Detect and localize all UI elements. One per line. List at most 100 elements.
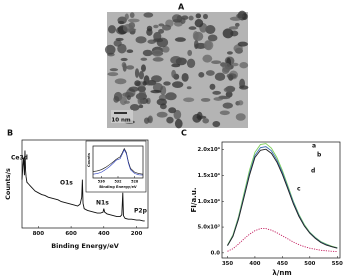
particle (192, 31, 199, 41)
particle (152, 57, 164, 62)
data-line (21, 150, 145, 222)
panel-label: B (7, 129, 13, 138)
particle (171, 14, 182, 23)
particle (142, 49, 153, 57)
particle (198, 71, 205, 78)
particle (147, 39, 156, 44)
peak-annotation: N1s (96, 200, 109, 207)
x-tick-label: 400 (98, 231, 110, 237)
particle (171, 63, 181, 68)
x-tick-label: 500 (304, 261, 315, 267)
particle (235, 113, 246, 121)
particle (230, 30, 239, 37)
particle (138, 90, 146, 99)
inset-frame (85, 140, 147, 193)
particle (126, 28, 137, 32)
particle (188, 26, 197, 30)
particle (143, 12, 154, 18)
particle (234, 22, 240, 27)
particle (212, 120, 221, 128)
x-tick-label: 200 (131, 231, 143, 237)
particle (128, 86, 139, 92)
x-tick-label: 536 (98, 179, 106, 183)
particle (239, 78, 246, 89)
data-line (227, 228, 338, 253)
particle (163, 81, 171, 86)
particle (172, 81, 184, 88)
particle (126, 95, 131, 101)
particle (237, 41, 248, 47)
series-label: b (317, 152, 322, 159)
peak-annotation: Ce3d (11, 155, 28, 162)
particle (135, 36, 147, 44)
particle (107, 25, 116, 34)
y-tick-label: 0.0 (211, 250, 221, 256)
particle (174, 118, 183, 129)
particle (180, 17, 186, 24)
particle (142, 80, 147, 86)
particle (173, 109, 182, 120)
particle (122, 92, 134, 98)
x-tick-label: 800 (33, 231, 45, 237)
particle (233, 44, 243, 53)
particle (120, 57, 128, 62)
particle (156, 111, 168, 118)
particle (209, 83, 216, 90)
particle (168, 107, 177, 114)
particle (187, 49, 193, 57)
plot-frame (221, 141, 341, 259)
particle (207, 34, 218, 42)
particle (203, 40, 212, 51)
particle (129, 103, 140, 111)
particle (183, 97, 195, 103)
scale-bar-label: 10 nm (111, 118, 130, 124)
particle (107, 72, 119, 77)
x-tick-label: 400 (249, 261, 260, 267)
x-tick-label: 600 (65, 231, 77, 237)
particle (109, 68, 119, 72)
y-tick-label: 1.5x10⁴ (198, 172, 221, 179)
particle (192, 113, 202, 123)
particle (134, 68, 140, 78)
particle (186, 58, 196, 69)
particle (153, 24, 159, 29)
particle (124, 13, 129, 20)
particle (211, 60, 222, 64)
particle (181, 72, 189, 82)
x-axis-label: Binding Energy/eV (99, 185, 137, 189)
peak-annotation: P2p (134, 208, 148, 215)
x-tick-label: 550 (332, 261, 343, 267)
x-axis-label: Binding Energy/eV (51, 242, 119, 250)
particle (202, 13, 208, 20)
particle (226, 51, 233, 55)
particle (145, 80, 154, 86)
particle (239, 62, 249, 69)
particle (205, 70, 215, 76)
particle (174, 37, 186, 42)
particle (212, 90, 222, 95)
particle (236, 13, 245, 19)
particle (228, 26, 239, 30)
y-tick-label: 2.0x10⁴ (198, 146, 221, 153)
particle (165, 92, 177, 101)
particle (113, 39, 122, 47)
particle (126, 65, 135, 70)
particle (114, 78, 127, 85)
particle (213, 97, 223, 101)
series-label: a (312, 143, 316, 150)
particle (222, 102, 233, 109)
particle (152, 82, 163, 93)
particle (143, 117, 150, 124)
particle (138, 104, 144, 109)
particle (115, 37, 124, 41)
particle (219, 110, 230, 116)
y-axis-label: Counts/s (4, 168, 12, 200)
particle (134, 80, 141, 87)
data-line (92, 149, 144, 176)
particle (186, 86, 192, 90)
particle (156, 98, 167, 106)
particle (153, 31, 162, 42)
particle (113, 95, 120, 103)
x-axis-label: λ/nm (272, 269, 291, 277)
